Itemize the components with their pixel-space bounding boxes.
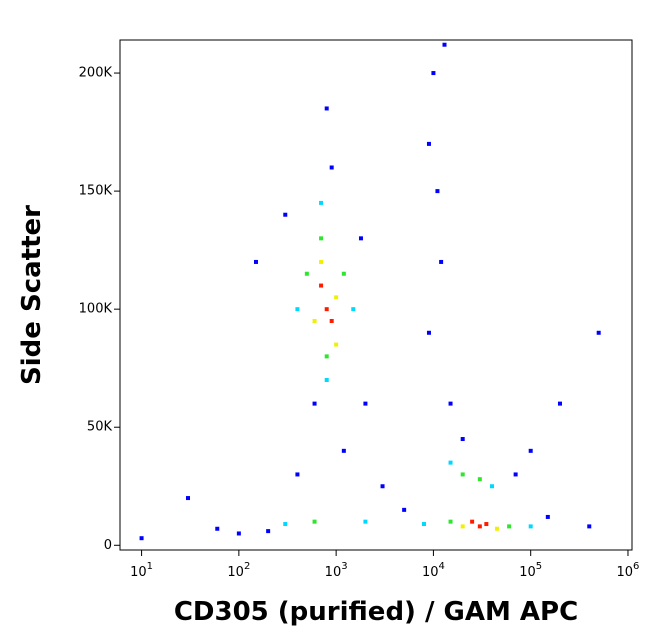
event-point <box>494 526 499 531</box>
y-tick-label: 100K <box>79 302 113 317</box>
x-tick-base: 10 <box>227 565 244 580</box>
event-point <box>448 401 453 406</box>
event-point <box>557 401 562 406</box>
event-point <box>334 342 339 347</box>
event-point <box>402 507 407 512</box>
x-tick-base: 10 <box>422 565 439 580</box>
x-tick-label: 106 <box>617 561 640 580</box>
event-point <box>139 536 144 541</box>
y-tick-label: 150K <box>79 184 113 199</box>
event-point <box>431 71 436 76</box>
x-tick-label: 103 <box>325 561 348 580</box>
event-point <box>236 531 241 536</box>
x-tick-power: 2 <box>244 561 250 572</box>
y-axis-label: Side Scatter <box>17 205 47 385</box>
x-axis-label: CD305 (purified) / GAM APC <box>174 597 578 627</box>
x-tick-power: 6 <box>633 561 639 572</box>
event-point <box>295 307 300 312</box>
event-point <box>266 529 271 534</box>
event-point <box>448 460 453 465</box>
x-tick-base: 10 <box>325 565 342 580</box>
event-point <box>442 42 447 47</box>
event-point <box>460 437 465 442</box>
event-point <box>312 401 317 406</box>
event-point <box>596 330 601 335</box>
event-point <box>341 271 346 276</box>
event-point <box>283 522 288 527</box>
event-point <box>587 524 592 529</box>
event-point <box>319 200 324 205</box>
event-point <box>319 236 324 241</box>
event-point <box>312 318 317 323</box>
event-point <box>324 354 329 359</box>
event-point <box>545 514 550 519</box>
plot-frame <box>119 39 633 551</box>
event-point <box>460 524 465 529</box>
event-point <box>489 484 494 489</box>
x-tick-label: 102 <box>227 561 250 580</box>
event-point <box>484 522 489 527</box>
event-point <box>341 448 346 453</box>
x-tick-label: 105 <box>519 561 542 580</box>
y-tick-label: 50K <box>87 420 113 435</box>
event-point <box>426 141 431 146</box>
x-tick-base: 10 <box>617 565 634 580</box>
x-tick-power: 5 <box>536 561 542 572</box>
event-point <box>329 318 334 323</box>
event-point <box>477 524 482 529</box>
x-tick-power: 3 <box>341 561 347 572</box>
event-point <box>470 519 475 524</box>
event-point <box>324 307 329 312</box>
event-point <box>358 236 363 241</box>
event-point <box>295 472 300 477</box>
y-tick-label: 0 <box>104 538 112 553</box>
event-point <box>513 472 518 477</box>
event-point <box>363 401 368 406</box>
x-tick-power: 1 <box>147 561 153 572</box>
event-point <box>329 165 334 170</box>
event-point <box>380 484 385 489</box>
event-point <box>283 212 288 217</box>
event-point <box>507 524 512 529</box>
event-point <box>528 524 533 529</box>
event-point <box>528 448 533 453</box>
event-point <box>426 330 431 335</box>
event-point <box>215 526 220 531</box>
x-tick-base: 10 <box>519 565 536 580</box>
event-point <box>439 259 444 264</box>
x-tick-base: 10 <box>130 565 147 580</box>
y-tick-label: 200K <box>79 66 113 81</box>
event-point <box>435 189 440 194</box>
event-point <box>312 519 317 524</box>
event-point <box>421 522 426 527</box>
x-tick-power: 4 <box>439 561 445 572</box>
x-tick-label: 104 <box>422 561 445 580</box>
event-point <box>185 496 190 501</box>
event-point <box>351 307 356 312</box>
event-point <box>324 378 329 382</box>
event-point <box>460 472 465 477</box>
event-point <box>319 283 324 288</box>
event-point <box>448 519 453 524</box>
event-point <box>477 477 482 482</box>
event-point <box>334 295 339 300</box>
event-point <box>324 106 329 111</box>
event-point <box>304 271 309 276</box>
event-point <box>363 519 368 524</box>
event-point <box>319 259 324 264</box>
x-tick-label: 101 <box>130 561 153 580</box>
event-point <box>253 259 258 264</box>
